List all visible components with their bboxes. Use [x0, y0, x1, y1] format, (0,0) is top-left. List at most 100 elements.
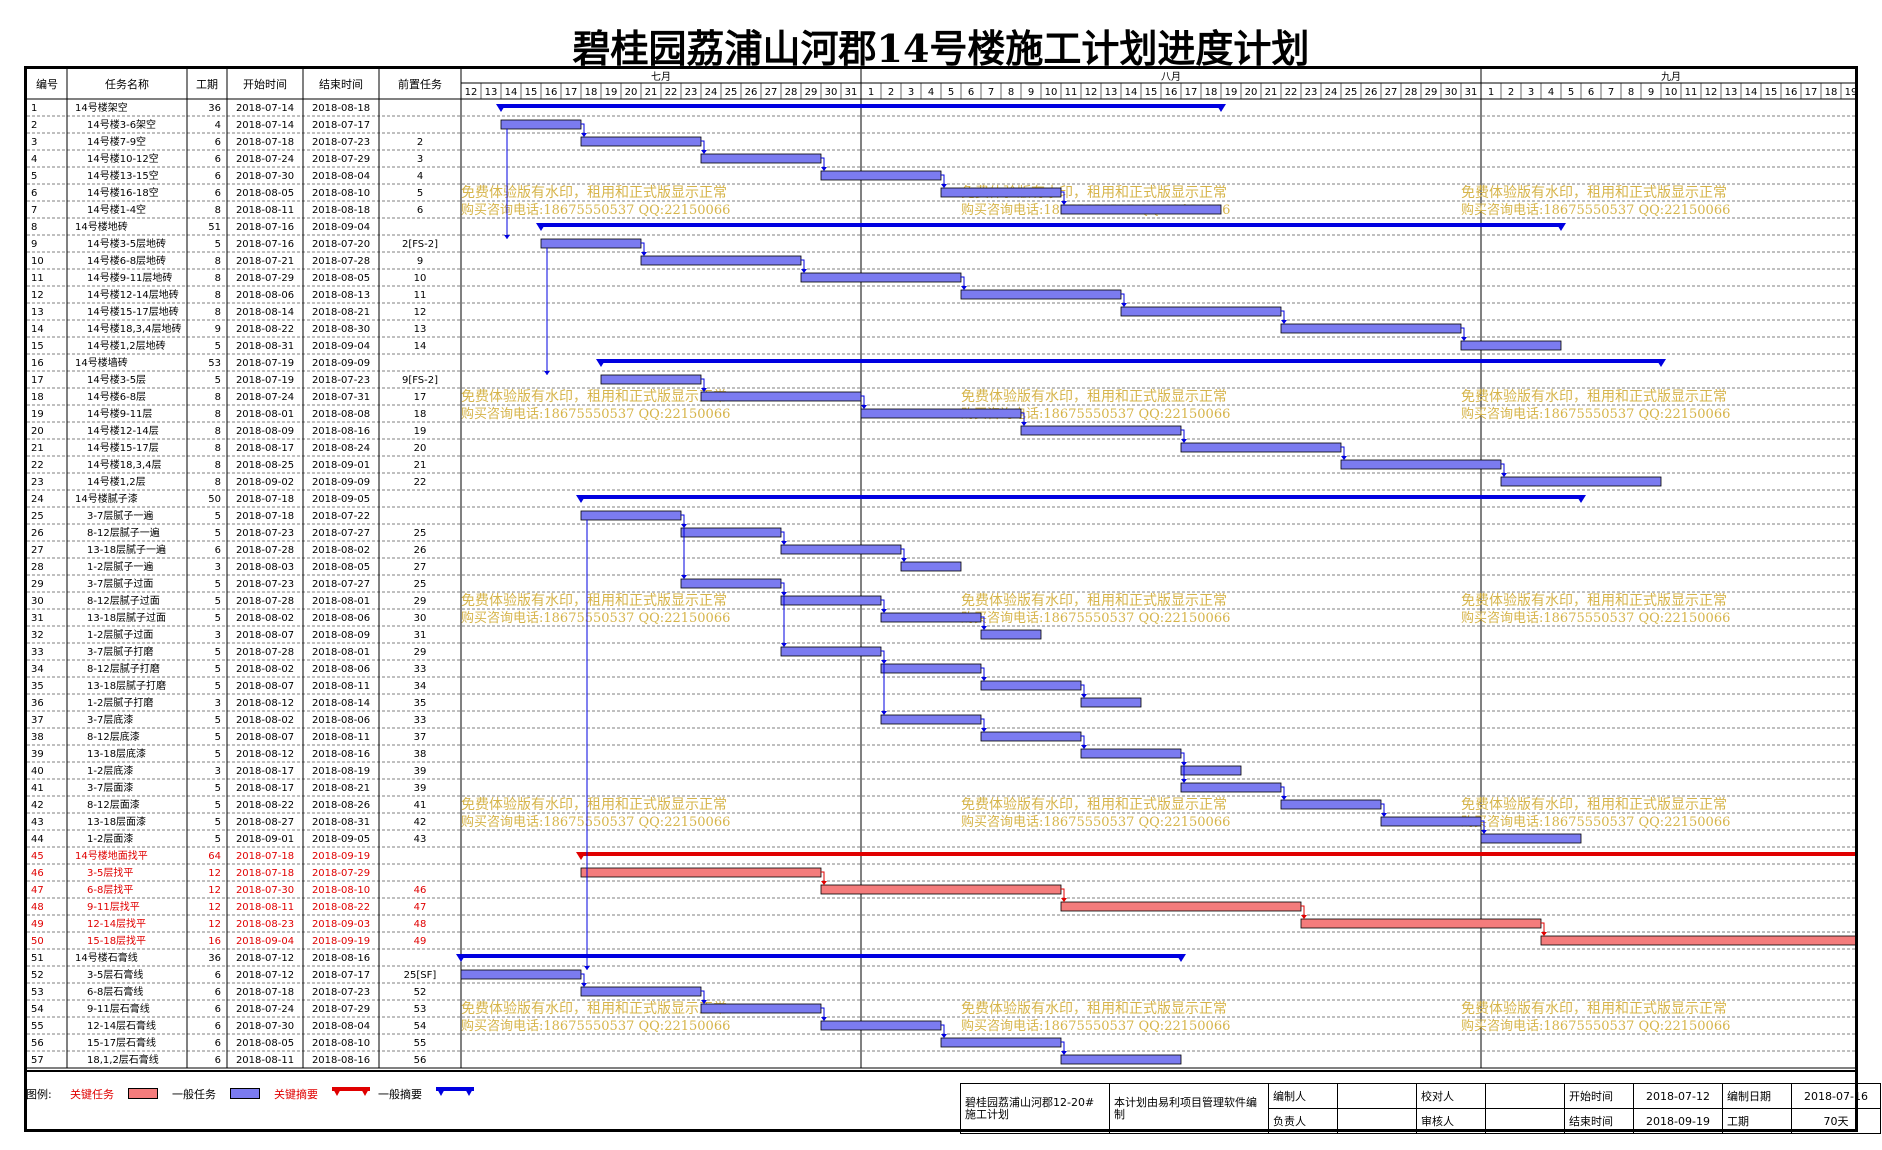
dependency-link	[1121, 293, 1125, 307]
task-bar	[1060, 1054, 1182, 1065]
task-start: 2018-08-02	[236, 664, 294, 675]
dependency-arrow	[681, 575, 687, 579]
day-label: 27	[1385, 87, 1398, 98]
summary-cap-start	[536, 223, 546, 231]
task-bar	[1540, 935, 1855, 946]
task-name: 1-2层腻子打磨	[87, 696, 153, 709]
task-name: 14号楼地砖	[75, 220, 128, 233]
task-name: 1-2层腻子一遍	[87, 560, 153, 573]
day-label: 2	[888, 87, 894, 98]
dependency-link	[1501, 463, 1505, 477]
task-predecessor: 9[FS-2]	[402, 375, 438, 386]
summary-cap-end	[1216, 104, 1226, 112]
task-bar	[700, 1003, 822, 1014]
dependency-arrow	[1461, 337, 1467, 341]
task-predecessor: 52	[414, 987, 427, 998]
task-end: 2018-08-26	[312, 800, 370, 811]
task-duration: 8	[215, 477, 221, 488]
task-id: 33	[31, 647, 44, 658]
dependency-arrow	[981, 626, 987, 630]
task-id: 22	[31, 460, 44, 471]
dependency-arrow	[1021, 422, 1027, 426]
task-start: 2018-08-03	[236, 562, 294, 573]
task-name: 14号楼1,2层地砖	[87, 339, 166, 352]
task-name: 1-2层底漆	[87, 764, 133, 777]
task-start: 2018-07-24	[236, 1004, 294, 1015]
task-end: 2018-08-01	[312, 596, 370, 607]
watermark-text: 购买咨询电话:18675550537 QQ:22150066	[1461, 202, 1730, 218]
day-label: 9	[1648, 87, 1654, 98]
task-id: 26	[31, 528, 44, 539]
day-label: 23	[1305, 87, 1318, 98]
task-bar	[800, 272, 962, 283]
watermark-text: 购买咨询电话:18675550537 QQ:22150066	[961, 610, 1230, 626]
dependency-arrow	[781, 643, 787, 647]
dependency-arrow	[1181, 779, 1187, 783]
task-name: 6-8层找平	[87, 883, 133, 896]
task-duration: 5	[215, 375, 221, 386]
dependency-link	[1181, 429, 1185, 443]
day-label: 20	[1245, 87, 1258, 98]
task-start: 2018-07-14	[236, 103, 294, 114]
task-name: 18,1,2层石膏线	[87, 1053, 159, 1066]
dependency-arrow	[941, 1034, 947, 1038]
task-id: 39	[31, 749, 44, 760]
footer-compiler-label: 编制人	[1268, 1083, 1338, 1109]
task-bar	[500, 119, 582, 130]
dependency-arrow	[941, 184, 947, 188]
task-duration: 5	[215, 749, 221, 760]
legend-critical-task-label: 关键任务	[70, 1088, 114, 1101]
task-id: 29	[31, 579, 44, 590]
summary-cap-end	[1576, 495, 1586, 503]
task-end: 2018-08-08	[312, 409, 370, 420]
task-name: 15-17层石膏线	[87, 1036, 156, 1049]
task-duration: 5	[215, 579, 221, 590]
task-end: 2018-08-16	[312, 749, 370, 760]
day-label: 17	[1185, 87, 1198, 98]
task-predecessor: 43	[414, 834, 427, 845]
task-name: 3-7层腻子打磨	[87, 645, 153, 658]
task-start: 2018-08-22	[236, 800, 294, 811]
task-name: 3-7层腻子一遍	[87, 509, 153, 522]
task-id: 49	[31, 919, 44, 930]
task-end: 2018-08-13	[312, 290, 370, 301]
summary-cap-end	[1656, 359, 1666, 367]
task-predecessor: 18	[414, 409, 427, 420]
task-predecessor: 25	[414, 528, 427, 539]
task-name: 3-7层底漆	[87, 713, 133, 726]
dependency-link	[981, 718, 985, 732]
task-start: 2018-08-11	[236, 205, 294, 216]
task-id: 20	[31, 426, 44, 437]
footer-end-label: 结束时间	[1564, 1108, 1634, 1134]
task-predecessor: 49	[414, 936, 427, 947]
watermark-text: 购买咨询电话:18675550537 QQ:22150066	[461, 814, 730, 830]
dependency-arrow	[1281, 796, 1287, 800]
task-name: 14号楼6-8层	[87, 390, 146, 403]
task-name: 6-8层石膏线	[87, 985, 143, 998]
day-label: 15	[525, 87, 538, 98]
task-duration: 8	[215, 460, 221, 471]
dependency-arrow	[1301, 915, 1307, 919]
dependency-link	[961, 276, 965, 290]
task-end: 2018-07-27	[312, 579, 370, 590]
task-end: 2018-09-19	[312, 851, 370, 862]
task-predecessor: 33	[414, 664, 427, 675]
task-duration: 5	[215, 664, 221, 675]
task-start: 2018-08-14	[236, 307, 294, 318]
task-bar	[1120, 306, 1282, 317]
task-end: 2018-08-10	[312, 1038, 370, 1049]
task-duration: 6	[215, 970, 221, 981]
dependency-arrow	[1381, 813, 1387, 817]
task-end: 2018-09-04	[312, 341, 370, 352]
footer-duration-value: 70天	[1791, 1108, 1881, 1134]
task-predecessor: 35	[414, 698, 427, 709]
task-id: 41	[31, 783, 44, 794]
task-predecessor: 22	[414, 477, 427, 488]
task-duration: 6	[215, 987, 221, 998]
task-name: 13-18层腻子一遍	[87, 543, 166, 556]
task-duration: 6	[215, 545, 221, 556]
task-start: 2018-07-16	[236, 239, 294, 250]
day-label: 4	[928, 87, 934, 98]
day-label: 8	[1628, 87, 1634, 98]
